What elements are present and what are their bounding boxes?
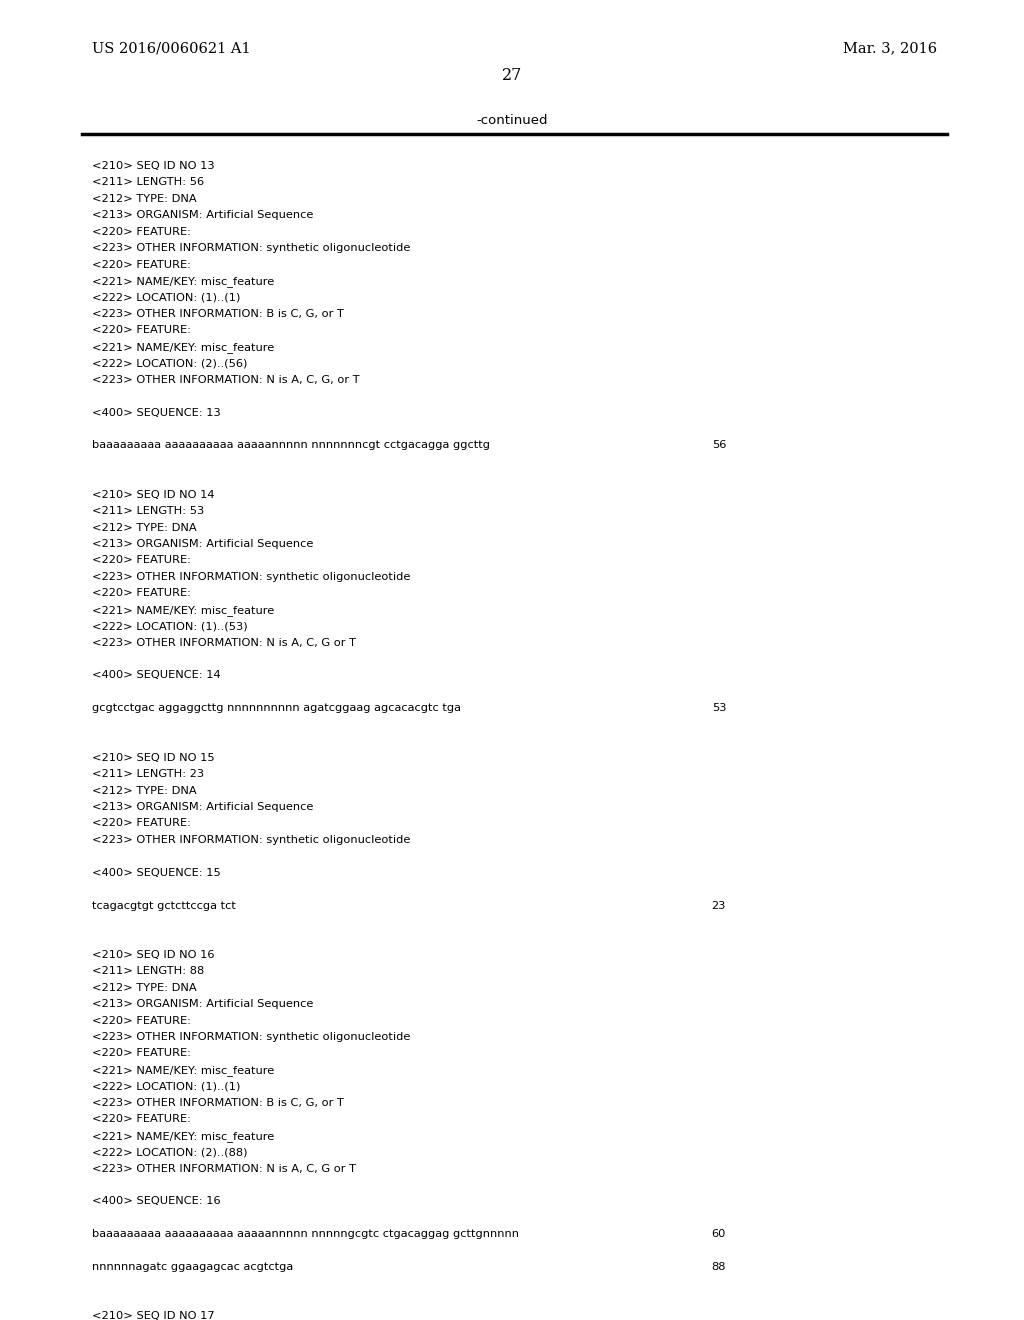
Text: <223> OTHER INFORMATION: synthetic oligonucleotide: <223> OTHER INFORMATION: synthetic oligo… <box>92 243 411 253</box>
Text: <222> LOCATION: (1)..(53): <222> LOCATION: (1)..(53) <box>92 622 248 631</box>
Text: <220> FEATURE:: <220> FEATURE: <box>92 325 191 335</box>
Text: <400> SEQUENCE: 15: <400> SEQUENCE: 15 <box>92 867 221 878</box>
Text: 23: 23 <box>712 900 726 911</box>
Text: <221> NAME/KEY: misc_feature: <221> NAME/KEY: misc_feature <box>92 605 274 615</box>
Text: 60: 60 <box>712 1229 726 1239</box>
Text: <221> NAME/KEY: misc_feature: <221> NAME/KEY: misc_feature <box>92 1065 274 1076</box>
Text: <210> SEQ ID NO 15: <210> SEQ ID NO 15 <box>92 752 215 763</box>
Text: <213> ORGANISM: Artificial Sequence: <213> ORGANISM: Artificial Sequence <box>92 999 313 1010</box>
Text: <400> SEQUENCE: 16: <400> SEQUENCE: 16 <box>92 1196 221 1206</box>
Text: <220> FEATURE:: <220> FEATURE: <box>92 260 191 269</box>
Text: <221> NAME/KEY: misc_feature: <221> NAME/KEY: misc_feature <box>92 276 274 286</box>
Text: <223> OTHER INFORMATION: N is A, C, G, or T: <223> OTHER INFORMATION: N is A, C, G, o… <box>92 375 359 384</box>
Text: <223> OTHER INFORMATION: synthetic oligonucleotide: <223> OTHER INFORMATION: synthetic oligo… <box>92 572 411 582</box>
Text: <221> NAME/KEY: misc_feature: <221> NAME/KEY: misc_feature <box>92 342 274 352</box>
Text: <220> FEATURE:: <220> FEATURE: <box>92 1048 191 1059</box>
Text: <223> OTHER INFORMATION: B is C, G, or T: <223> OTHER INFORMATION: B is C, G, or T <box>92 1098 344 1107</box>
Text: tcagacgtgt gctcttccga tct: tcagacgtgt gctcttccga tct <box>92 900 237 911</box>
Text: <212> TYPE: DNA: <212> TYPE: DNA <box>92 523 197 532</box>
Text: -continued: -continued <box>476 114 548 127</box>
Text: <221> NAME/KEY: misc_feature: <221> NAME/KEY: misc_feature <box>92 1131 274 1142</box>
Text: <213> ORGANISM: Artificial Sequence: <213> ORGANISM: Artificial Sequence <box>92 539 313 549</box>
Text: <223> OTHER INFORMATION: B is C, G, or T: <223> OTHER INFORMATION: B is C, G, or T <box>92 309 344 319</box>
Text: <223> OTHER INFORMATION: N is A, C, G or T: <223> OTHER INFORMATION: N is A, C, G or… <box>92 1163 356 1173</box>
Text: <210> SEQ ID NO 13: <210> SEQ ID NO 13 <box>92 161 215 172</box>
Text: <211> LENGTH: 88: <211> LENGTH: 88 <box>92 966 205 977</box>
Text: US 2016/0060621 A1: US 2016/0060621 A1 <box>92 41 251 55</box>
Text: <223> OTHER INFORMATION: synthetic oligonucleotide: <223> OTHER INFORMATION: synthetic oligo… <box>92 834 411 845</box>
Text: <220> FEATURE:: <220> FEATURE: <box>92 556 191 565</box>
Text: <212> TYPE: DNA: <212> TYPE: DNA <box>92 982 197 993</box>
Text: <220> FEATURE:: <220> FEATURE: <box>92 818 191 829</box>
Text: <210> SEQ ID NO 14: <210> SEQ ID NO 14 <box>92 490 215 500</box>
Text: baaaaaaaaa aaaaaaaaaa aaaaannnnn nnnnnnncgt cctgacagga ggcttg: baaaaaaaaa aaaaaaaaaa aaaaannnnn nnnnnnn… <box>92 441 490 450</box>
Text: <222> LOCATION: (1)..(1): <222> LOCATION: (1)..(1) <box>92 1081 241 1092</box>
Text: Mar. 3, 2016: Mar. 3, 2016 <box>843 41 937 55</box>
Text: <222> LOCATION: (1)..(1): <222> LOCATION: (1)..(1) <box>92 293 241 302</box>
Text: <212> TYPE: DNA: <212> TYPE: DNA <box>92 194 197 203</box>
Text: 56: 56 <box>712 441 726 450</box>
Text: <222> LOCATION: (2)..(88): <222> LOCATION: (2)..(88) <box>92 1147 248 1158</box>
Text: nnnnnnagatc ggaagagcac acgtctga: nnnnnnagatc ggaagagcac acgtctga <box>92 1262 294 1272</box>
Text: 53: 53 <box>712 704 726 713</box>
Text: <211> LENGTH: 53: <211> LENGTH: 53 <box>92 506 205 516</box>
Text: <212> TYPE: DNA: <212> TYPE: DNA <box>92 785 197 796</box>
Text: <223> OTHER INFORMATION: N is A, C, G or T: <223> OTHER INFORMATION: N is A, C, G or… <box>92 638 356 648</box>
Text: <210> SEQ ID NO 16: <210> SEQ ID NO 16 <box>92 950 215 960</box>
Text: <210> SEQ ID NO 17: <210> SEQ ID NO 17 <box>92 1311 215 1320</box>
Text: <213> ORGANISM: Artificial Sequence: <213> ORGANISM: Artificial Sequence <box>92 803 313 812</box>
Text: <223> OTHER INFORMATION: synthetic oligonucleotide: <223> OTHER INFORMATION: synthetic oligo… <box>92 1032 411 1041</box>
Text: <213> ORGANISM: Artificial Sequence: <213> ORGANISM: Artificial Sequence <box>92 210 313 220</box>
Text: <211> LENGTH: 56: <211> LENGTH: 56 <box>92 177 204 187</box>
Text: <400> SEQUENCE: 13: <400> SEQUENCE: 13 <box>92 408 221 417</box>
Text: <220> FEATURE:: <220> FEATURE: <box>92 589 191 598</box>
Text: 88: 88 <box>712 1262 726 1272</box>
Text: <220> FEATURE:: <220> FEATURE: <box>92 1015 191 1026</box>
Text: baaaaaaaaa aaaaaaaaaa aaaaannnnn nnnnngcgtc ctgacaggag gcttgnnnnn: baaaaaaaaa aaaaaaaaaa aaaaannnnn nnnnngc… <box>92 1229 519 1239</box>
Text: gcgtcctgac aggaggcttg nnnnnnnnnn agatcggaag agcacacgtc tga: gcgtcctgac aggaggcttg nnnnnnnnnn agatcgg… <box>92 704 461 713</box>
Text: <400> SEQUENCE: 14: <400> SEQUENCE: 14 <box>92 671 221 681</box>
Text: <211> LENGTH: 23: <211> LENGTH: 23 <box>92 770 204 779</box>
Text: 27: 27 <box>502 67 522 84</box>
Text: <220> FEATURE:: <220> FEATURE: <box>92 227 191 236</box>
Text: <220> FEATURE:: <220> FEATURE: <box>92 1114 191 1125</box>
Text: <222> LOCATION: (2)..(56): <222> LOCATION: (2)..(56) <box>92 358 248 368</box>
